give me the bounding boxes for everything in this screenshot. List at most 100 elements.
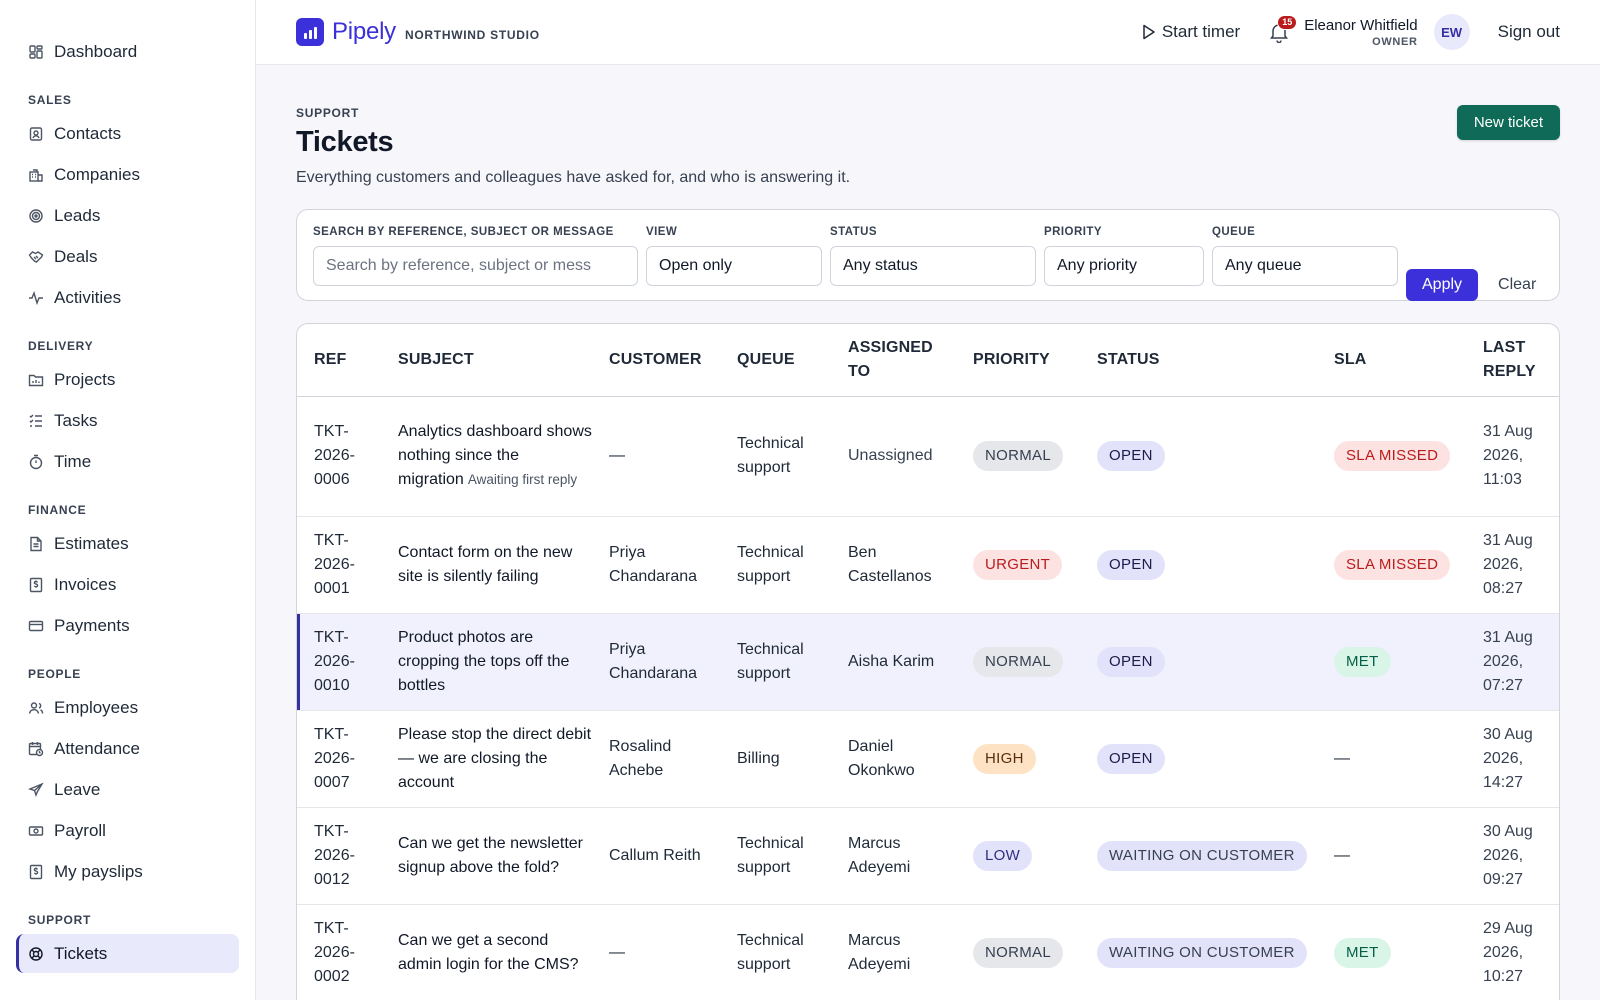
sidebar-item-payments[interactable]: Payments: [16, 606, 239, 645]
search-filter: SEARCH BY REFERENCE, SUBJECT OR MESSAGE …: [313, 226, 638, 286]
column-header-last-reply[interactable]: LAST REPLY: [1475, 324, 1559, 397]
brand[interactable]: Pipely NORTHWIND STUDIO: [296, 18, 540, 46]
new-ticket-button[interactable]: New ticket: [1456, 105, 1560, 140]
ticket-subject-cell[interactable]: Analytics dashboard shows nothing since …: [390, 396, 601, 517]
queue-select[interactable]: Any queue: [1212, 246, 1398, 286]
status-badge: OPEN: [1097, 646, 1165, 677]
target-icon: [28, 208, 44, 224]
ticket-ref[interactable]: TKT-2026-0007: [297, 710, 390, 808]
ticket-priority-cell: NORMAL: [965, 904, 1089, 1000]
sidebar-section-delivery: DELIVERY: [28, 339, 94, 353]
ticket-queue: Technical support: [729, 807, 840, 905]
ticket-assignee: Daniel Okonkwo: [840, 710, 965, 808]
ticket-queue: Technical support: [729, 516, 840, 614]
ticket-priority-cell: LOW: [965, 807, 1089, 905]
ticket-priority-cell: NORMAL: [965, 396, 1089, 517]
status-badge: WAITING ON CUSTOMER: [1097, 937, 1307, 968]
table-row[interactable]: TKT-2026-0002 Can we get a second admin …: [297, 904, 1559, 1000]
user-info: Eleanor Whitfield OWNER: [1304, 17, 1417, 48]
ticket-subject-cell[interactable]: Contact form on the new site is silently…: [390, 516, 601, 614]
page-eyebrow: SUPPORT: [296, 106, 360, 120]
sidebar-item-employees[interactable]: Employees: [16, 688, 239, 727]
ticket-subject-cell[interactable]: Can we get the newsletter signup above t…: [390, 807, 601, 905]
sla-badge: MET: [1334, 646, 1391, 677]
ticket-subject[interactable]: Product photos are cropping the tops off…: [398, 628, 570, 694]
brand-logo-icon: [296, 18, 324, 46]
notifications-button[interactable]: 15: [1268, 15, 1298, 44]
view-select[interactable]: Open only: [646, 246, 822, 286]
sidebar-item-leave[interactable]: Leave: [16, 770, 239, 809]
table-row[interactable]: TKT-2026-0012 Can we get the newsletter …: [297, 807, 1559, 905]
ticket-subject-cell[interactable]: Product photos are cropping the tops off…: [390, 613, 601, 711]
ticket-subject[interactable]: Analytics dashboard shows nothing since …: [398, 423, 592, 488]
sidebar-item-dashboard[interactable]: Dashboard: [16, 32, 239, 71]
ticket-ref[interactable]: TKT-2026-0010: [297, 613, 390, 711]
ticket-queue: Billing: [729, 710, 840, 808]
table-row[interactable]: TKT-2026-0006 Analytics dashboard shows …: [297, 396, 1559, 517]
ticket-subject-cell[interactable]: Please stop the direct debit — we are cl…: [390, 710, 601, 808]
sidebar-item-label: Companies: [54, 164, 140, 184]
ticket-ref[interactable]: TKT-2026-0001: [297, 516, 390, 614]
brand-name: Pipely: [332, 18, 396, 45]
view-label: VIEW: [646, 226, 678, 238]
sidebar-item-leads[interactable]: Leads: [16, 196, 239, 235]
avatar[interactable]: EW: [1433, 14, 1470, 50]
search-input[interactable]: Search by reference, subject or mess: [313, 246, 638, 286]
column-header-sla[interactable]: SLA: [1326, 324, 1475, 397]
column-header-customer[interactable]: CUSTOMER: [601, 324, 729, 397]
sidebar-item-estimates[interactable]: Estimates: [16, 524, 239, 563]
sidebar-item-payroll[interactable]: Payroll: [16, 811, 239, 850]
sidebar-item-companies[interactable]: Companies: [16, 155, 239, 194]
ticket-last-reply: 30 Aug 2026, 14:27: [1475, 710, 1559, 808]
column-header-subject[interactable]: SUBJECT: [390, 324, 601, 397]
column-header-ref[interactable]: REF: [297, 324, 390, 397]
sidebar-item-label: Payroll: [54, 820, 106, 840]
priority-badge: URGENT: [973, 549, 1063, 580]
sidebar-item-projects[interactable]: Projects: [16, 360, 239, 399]
table-row[interactable]: TKT-2026-0001 Contact form on the new si…: [297, 516, 1559, 614]
ticket-subject[interactable]: Can we get the newsletter signup above t…: [398, 834, 583, 876]
sidebar-item-invoices[interactable]: Invoices: [16, 565, 239, 604]
table-row[interactable]: TKT-2026-0010 Product photos are croppin…: [297, 613, 1559, 711]
ticket-subject-cell[interactable]: Can we get a second admin login for the …: [390, 904, 601, 1000]
sidebar-item-deals[interactable]: Deals: [16, 237, 239, 276]
apply-button[interactable]: Apply: [1406, 269, 1479, 301]
sidebar-item-my-payslips[interactable]: My payslips: [16, 852, 239, 891]
column-header-status[interactable]: STATUS: [1089, 324, 1326, 397]
start-timer-button[interactable]: Start timer: [1142, 22, 1240, 42]
sidebar-item-tickets[interactable]: Tickets: [16, 934, 239, 973]
sidebar-item-time[interactable]: Time: [16, 442, 239, 481]
start-timer-label: Start timer: [1161, 22, 1241, 41]
column-header-queue[interactable]: QUEUE: [729, 324, 840, 397]
ticket-ref[interactable]: TKT-2026-0006: [297, 396, 390, 517]
ticket-subject[interactable]: Contact form on the new site is silently…: [398, 543, 573, 585]
ticket-sla-cell: MET: [1326, 904, 1475, 1000]
ticket-ref[interactable]: TKT-2026-0012: [297, 807, 390, 905]
ticket-sla-cell: MET: [1326, 613, 1475, 711]
view-filter: VIEW Open only: [646, 226, 822, 286]
priority-badge: NORMAL: [973, 441, 1063, 471]
column-header-assigned-to[interactable]: ASSIGNED TO: [840, 324, 965, 397]
ticket-ref[interactable]: TKT-2026-0002: [297, 904, 390, 1000]
clear-button[interactable]: Clear: [1498, 276, 1537, 293]
payslip-icon: [28, 864, 44, 880]
priority-select[interactable]: Any priority: [1044, 246, 1204, 286]
table-row[interactable]: TKT-2026-0007 Please stop the direct deb…: [297, 710, 1559, 808]
sidebar-item-label: Attendance: [54, 738, 141, 758]
sidebar-item-contacts[interactable]: Contacts: [16, 114, 239, 153]
ticket-assignee: Marcus Adeyemi: [840, 807, 965, 905]
ticket-assignee: Marcus Adeyemi: [840, 904, 965, 1000]
ticket-subject[interactable]: Please stop the direct debit — we are cl…: [398, 725, 592, 791]
sidebar-item-attendance[interactable]: Attendance: [16, 729, 239, 768]
column-header-priority[interactable]: PRIORITY: [965, 324, 1089, 397]
sign-out-button[interactable]: Sign out: [1497, 22, 1560, 41]
ticket-last-reply: 31 Aug 2026, 07:27: [1475, 613, 1559, 711]
status-select[interactable]: Any status: [830, 246, 1036, 286]
document-icon: [28, 536, 44, 552]
sidebar-item-label: Invoices: [54, 574, 117, 594]
notification-count-badge: 15: [1277, 15, 1298, 30]
ticket-queue: Technical support: [729, 904, 840, 1000]
sidebar-item-tasks[interactable]: Tasks: [16, 401, 239, 440]
sidebar-item-activities[interactable]: Activities: [16, 278, 239, 317]
ticket-subject[interactable]: Can we get a second admin login for the …: [398, 931, 579, 973]
